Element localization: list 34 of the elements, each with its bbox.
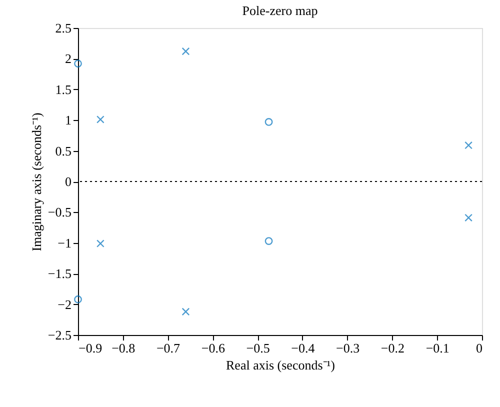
x-tick-label: −0.9 — [78, 340, 102, 356]
x-tick-label: −0.1 — [426, 340, 450, 356]
x-tick-label: 0 — [476, 340, 482, 356]
x-tick-label: −0.4 — [291, 340, 316, 356]
x-tick-label: −0.2 — [380, 340, 405, 356]
point — [264, 237, 273, 246]
x-tick-label: −0.7 — [156, 340, 181, 356]
x-tick-label: −0.8 — [112, 340, 136, 356]
y-axis-title: Imaginary axis (seconds⁻¹) — [28, 112, 44, 252]
x-tick-label: −0.3 — [336, 340, 360, 356]
point — [96, 116, 104, 124]
y-tick-label: 2 — [65, 51, 72, 66]
y-tick-label: −2 — [58, 296, 72, 312]
x-axis-title: Real axis (seconds⁻¹) — [226, 358, 335, 372]
x-tick-label: −0.6 — [201, 340, 226, 356]
y-tick-label: −2.5 — [48, 328, 72, 342]
y-tick-label: −1.5 — [48, 266, 72, 282]
point — [464, 214, 472, 222]
point — [182, 47, 190, 56]
y-tick-label: 1 — [65, 112, 72, 128]
x-tick-label: −0.5 — [246, 340, 270, 356]
point — [96, 240, 104, 248]
point — [74, 60, 82, 68]
y-tick-label: 1.5 — [55, 82, 72, 97]
y-tick-label: 0 — [65, 174, 72, 189]
point — [464, 141, 472, 150]
y-tick-label: −1 — [58, 235, 72, 250]
y-tick-label: 2.5 — [55, 20, 72, 36]
chart-title: Pole-zero map — [242, 3, 318, 18]
point — [182, 308, 190, 316]
point — [74, 295, 82, 304]
y-tick-label: 0.5 — [55, 143, 72, 158]
y-tick-label: −0.5 — [48, 204, 72, 220]
point — [264, 118, 273, 126]
